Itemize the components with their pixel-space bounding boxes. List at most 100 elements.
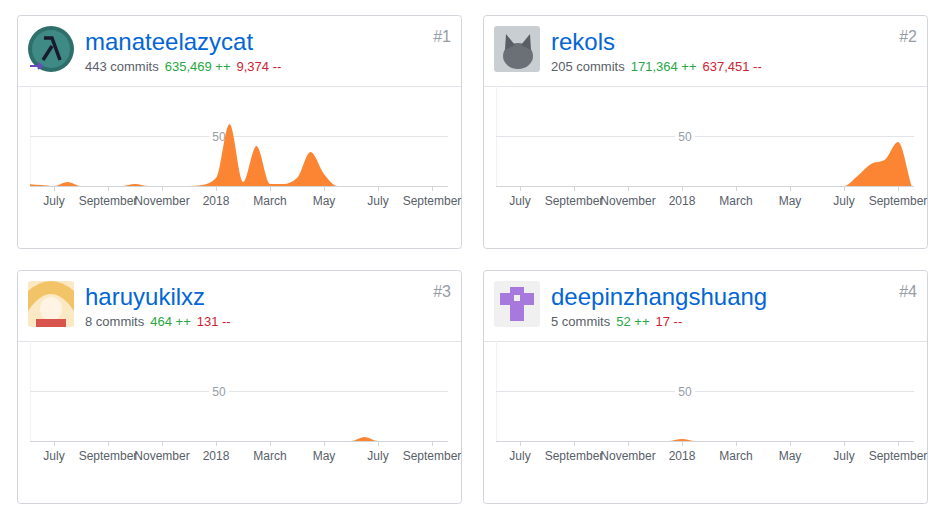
username[interactable]: rekols — [551, 28, 615, 55]
y-tick-label: 50 — [678, 130, 692, 144]
x-tick — [270, 186, 271, 191]
x-tick — [270, 441, 271, 446]
x-tick — [108, 441, 109, 446]
x-tick — [216, 186, 217, 191]
x-tick-label: May — [313, 194, 336, 208]
x-tick-label: September — [869, 449, 928, 463]
commit-stats: 5 commits 52 ++ 17 -- — [551, 314, 682, 329]
x-tick — [324, 441, 325, 446]
x-tick-label: July — [509, 449, 530, 463]
username[interactable]: haruyukilxz — [85, 283, 205, 310]
x-tick-label: 2018 — [669, 194, 696, 208]
x-tick-label: July — [833, 194, 854, 208]
stat: 5 commits — [551, 314, 611, 329]
avatar — [494, 281, 540, 327]
x-tick — [898, 186, 899, 191]
commit-stats: 205 commits171,364 ++637,451 -- — [551, 59, 762, 74]
commits-area — [496, 439, 912, 441]
x-tick-label: September — [403, 449, 462, 463]
x-tick — [378, 186, 379, 191]
stat: 635,469 ++ — [165, 59, 231, 74]
x-tick — [790, 186, 791, 191]
x-tick — [108, 186, 109, 191]
x-tick — [574, 441, 575, 446]
x-tick-label: March — [719, 194, 752, 208]
x-tick-label: November — [134, 194, 189, 208]
plot-area — [30, 437, 446, 441]
x-tick — [54, 186, 55, 191]
card-divider — [484, 86, 927, 87]
x-axis-line — [30, 186, 448, 187]
commit-stats: 443 commits635,469 ++9,374 -- — [85, 59, 281, 74]
x-tick — [54, 441, 55, 446]
username[interactable]: manateelazycat — [85, 28, 253, 55]
stat: 17 -- — [656, 314, 683, 329]
contributor-card: haruyukilxz#38 commits464 ++131 --50July… — [18, 271, 462, 504]
x-tick — [628, 186, 629, 191]
x-tick — [736, 441, 737, 446]
card-frame — [18, 16, 462, 249]
y-tick-label: 50 — [212, 385, 226, 399]
x-axis-line — [30, 441, 448, 442]
y-tick-label: 50 — [678, 385, 692, 399]
x-tick — [162, 441, 163, 446]
x-axis-line — [496, 441, 914, 442]
x-tick — [682, 441, 683, 446]
contributor-card: deepinzhangshuang #4 5 commits 52 ++ 17 -- 50… — [484, 271, 928, 504]
rank: #3 — [433, 283, 451, 300]
avatar-arrow — [30, 63, 42, 69]
x-tick-label: November — [600, 194, 655, 208]
username[interactable]: deepinzhangshuang — [551, 283, 767, 310]
x-tick — [432, 441, 433, 446]
x-tick-label: July — [833, 449, 854, 463]
grid-line — [496, 136, 914, 137]
grid-line — [30, 136, 448, 137]
x-tick-label: 2018 — [203, 194, 230, 208]
card-frame — [484, 271, 928, 504]
x-tick-label: July — [43, 449, 64, 463]
x-tick — [324, 186, 325, 191]
x-axis-line — [496, 186, 914, 187]
stat: 52 ++ — [616, 314, 649, 329]
rank: #2 — [899, 28, 917, 45]
avatar-hole — [514, 295, 520, 301]
x-tick — [844, 441, 845, 446]
avatar-glyph — [43, 38, 60, 60]
x-tick-label: September — [545, 194, 604, 208]
avatar — [28, 26, 74, 72]
x-tick-label: May — [313, 449, 336, 463]
x-tick — [162, 186, 163, 191]
card-divider — [18, 86, 461, 87]
x-tick-label: 2018 — [203, 449, 230, 463]
stat: 131 -- — [197, 314, 231, 329]
x-tick-label: May — [779, 194, 802, 208]
x-tick — [432, 186, 433, 191]
x-tick — [520, 441, 521, 446]
x-tick — [574, 186, 575, 191]
x-tick-label: September — [79, 194, 138, 208]
x-tick-label: 2018 — [669, 449, 696, 463]
rank: #1 — [433, 28, 451, 45]
x-tick-label: September — [545, 449, 604, 463]
x-tick — [378, 441, 379, 446]
avatar — [494, 26, 540, 72]
x-tick-label: July — [509, 194, 530, 208]
commits-area — [30, 437, 446, 441]
stat: 8 commits — [85, 314, 145, 329]
x-tick — [628, 441, 629, 446]
x-tick-label: November — [134, 449, 189, 463]
grid-line — [496, 391, 914, 392]
x-tick-label: July — [367, 194, 388, 208]
plot-area — [30, 124, 446, 186]
stat: 637,451 -- — [703, 59, 762, 74]
rank: #4 — [899, 283, 917, 300]
avatar-face — [40, 297, 62, 321]
x-tick — [844, 186, 845, 191]
commits-area — [30, 124, 446, 186]
card-divider — [18, 341, 461, 342]
card-frame — [18, 271, 462, 504]
avatar-block — [500, 293, 534, 305]
x-tick-label: September — [79, 449, 138, 463]
contributor-card: manateelazycat #1 443 commits635,469 ++9,3… — [18, 16, 462, 249]
x-tick-label: May — [779, 449, 802, 463]
